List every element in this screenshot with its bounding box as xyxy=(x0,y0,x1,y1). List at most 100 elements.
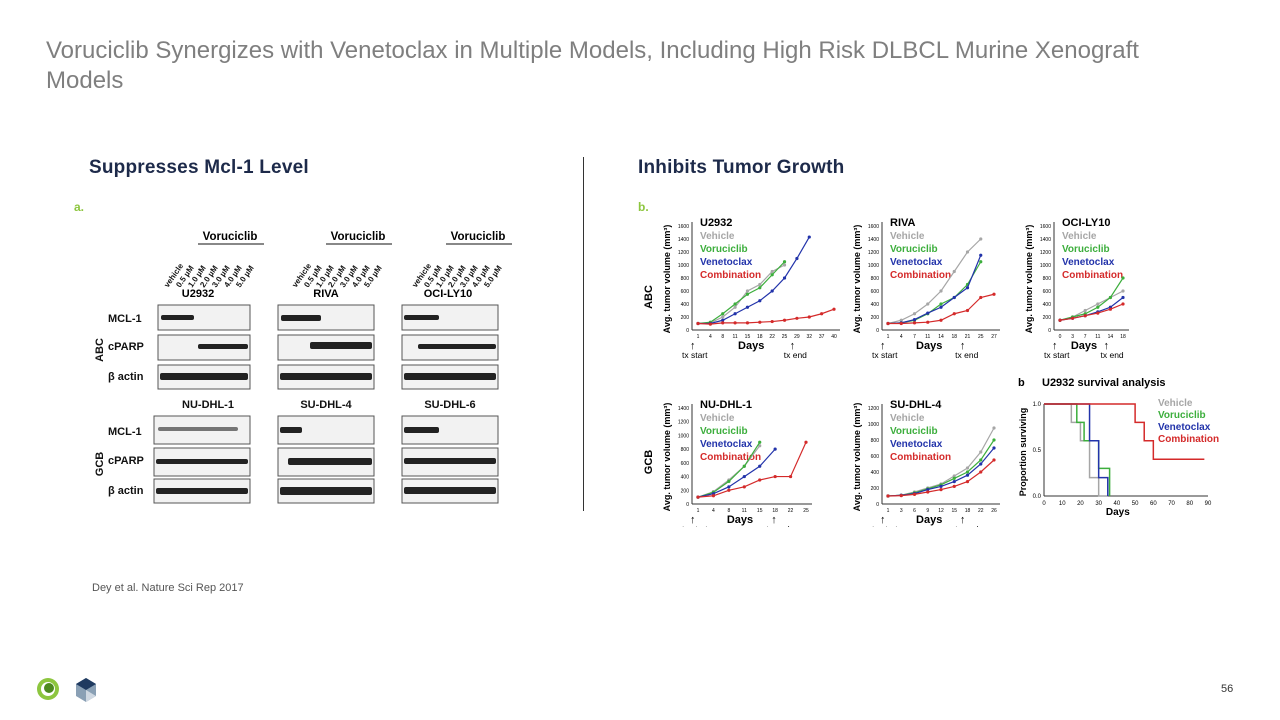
data-point xyxy=(1083,308,1087,313)
blot-panel-riva: Voruciclib vehicle 0.5 µM 1.0 µM 2.0 µM … xyxy=(290,231,392,300)
legend-entry: Voruciclib xyxy=(890,244,938,255)
band-mcl1-sudhl4 xyxy=(280,427,302,433)
data-point xyxy=(745,321,750,325)
x-tick-label: 12 xyxy=(938,508,944,514)
data-point xyxy=(696,321,700,326)
x-tick-label: 18 xyxy=(965,508,971,514)
cell-line-label: U2932 xyxy=(182,288,214,300)
data-point xyxy=(939,318,943,322)
data-point xyxy=(782,276,787,280)
row-label-cparp: cPARP xyxy=(108,341,144,353)
data-point xyxy=(979,470,983,474)
data-point xyxy=(795,316,799,320)
data-point xyxy=(1121,302,1125,306)
y-axis-label: Avg. tumor volume (mm³) xyxy=(852,225,862,334)
chart-title: OCI-LY10 xyxy=(1062,217,1111,229)
band-mcl1-nudhl1 xyxy=(158,427,238,431)
x-axis-label: Days xyxy=(727,514,753,526)
x-tick-label: 80 xyxy=(1186,501,1193,507)
group-label-gcb: GCB xyxy=(94,452,106,477)
tx-start-label: tx start xyxy=(682,350,708,360)
x-tick-label: 22 xyxy=(769,334,775,340)
drug-label: Voruciclib xyxy=(451,231,506,243)
data-point xyxy=(807,235,811,239)
y-tick-label: 400 xyxy=(681,302,690,308)
group-label-abc: ABC xyxy=(643,285,655,309)
y-tick-label: 0 xyxy=(1048,328,1051,334)
data-point xyxy=(782,263,787,267)
band-cparp-riva xyxy=(310,342,372,349)
arrow-up-icon: ↑ xyxy=(960,514,966,526)
y-tick-label: 1000 xyxy=(868,263,879,269)
legend-entry: Vehicle xyxy=(1158,398,1193,409)
data-point xyxy=(782,318,787,322)
data-point xyxy=(727,488,731,492)
y-tick-label: 1.0 xyxy=(1033,402,1042,408)
data-point xyxy=(770,269,774,274)
data-point xyxy=(952,484,956,488)
y-tick-label: 0 xyxy=(686,502,689,508)
data-point xyxy=(721,318,725,322)
data-point xyxy=(912,312,917,316)
series-line xyxy=(697,308,835,325)
legend-entry: Voruciclib xyxy=(890,426,938,437)
tx-start-label: tx start xyxy=(872,350,898,360)
x-tick-label: 14 xyxy=(938,334,944,340)
data-point xyxy=(992,446,996,450)
data-point xyxy=(899,321,903,326)
legend-entry: Venetoclax xyxy=(1158,422,1211,433)
legend-entry: Vehicle xyxy=(700,413,735,424)
data-point xyxy=(952,476,956,480)
series-line xyxy=(697,448,776,498)
x-axis-label: Days xyxy=(1106,507,1130,518)
arrow-up-icon: ↑ xyxy=(790,340,796,352)
data-point xyxy=(1096,302,1100,306)
y-tick-label: 1600 xyxy=(678,224,689,230)
data-point xyxy=(979,462,983,466)
y-tick-label: 1400 xyxy=(678,406,689,412)
data-point xyxy=(820,312,824,316)
data-point xyxy=(1121,295,1125,300)
band-cparp-sudhl4 xyxy=(288,458,372,465)
legend-entry: Vehicle xyxy=(1062,231,1097,242)
band-cparp-nudhl1 xyxy=(156,459,248,464)
band-mcl1-u2932 xyxy=(161,315,194,320)
data-point xyxy=(721,315,725,319)
data-point xyxy=(721,312,725,316)
data-point xyxy=(745,292,750,296)
data-point xyxy=(1121,276,1125,280)
legend-entry: Combination xyxy=(1062,270,1123,281)
left-heading: Suppresses Mcl-1 Level xyxy=(89,157,309,178)
group-label-gcb: GCB xyxy=(643,450,655,475)
y-tick-label: 600 xyxy=(681,461,690,467)
data-point xyxy=(979,253,983,257)
y-tick-label: 600 xyxy=(871,454,880,460)
x-tick-label: 6 xyxy=(913,508,916,514)
x-tick-label: 10 xyxy=(1059,501,1066,507)
x-tick-label: 18 xyxy=(772,508,778,514)
arrow-up-icon: ↑ xyxy=(880,514,886,526)
y-tick-label: 1400 xyxy=(868,237,879,243)
data-point xyxy=(733,305,737,309)
data-point xyxy=(952,269,956,274)
y-tick-label: 0.5 xyxy=(1033,448,1042,454)
legend-entry: Venetoclax xyxy=(890,439,943,450)
y-tick-label: 200 xyxy=(871,486,880,492)
data-point xyxy=(742,485,746,489)
data-point xyxy=(721,321,725,325)
survival-line xyxy=(1044,403,1111,496)
cell-line-label: SU-DHL-6 xyxy=(424,399,475,411)
data-point xyxy=(758,286,762,290)
series-line xyxy=(1059,277,1124,321)
y-tick-label: 800 xyxy=(871,276,880,282)
data-point xyxy=(912,492,917,496)
x-tick-label: 40 xyxy=(1114,501,1121,507)
chart-title: SU-DHL-4 xyxy=(890,399,942,411)
section-divider xyxy=(583,157,584,511)
data-point xyxy=(886,321,890,326)
data-point xyxy=(788,474,793,479)
legend-entry: Combination xyxy=(700,270,761,281)
x-tick-label: 7 xyxy=(1084,334,1087,340)
data-point xyxy=(979,450,983,454)
data-point xyxy=(965,308,970,313)
